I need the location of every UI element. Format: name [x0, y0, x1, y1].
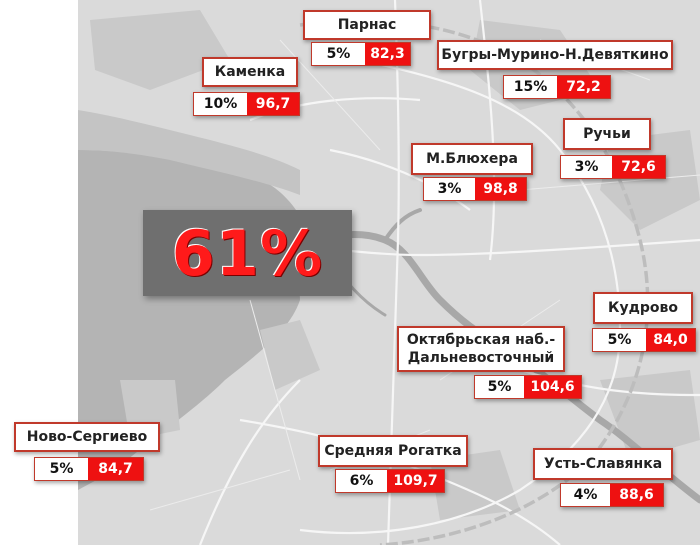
share-value: 3%	[561, 156, 613, 178]
price-value: 109,7	[387, 470, 444, 492]
share-value: 10%	[194, 93, 247, 115]
price-value: 72,6	[612, 156, 665, 178]
stat-parnas: 5% 82,3	[311, 42, 411, 66]
stat-ust-slavyanka: 4% 88,6	[560, 483, 664, 507]
district-label-blyukhera: М.Блюхера	[411, 143, 533, 175]
district-label-ust-slavyanka: Усть-Славянка	[533, 448, 673, 480]
share-value: 4%	[561, 484, 611, 506]
district-label-kamenka: Каменка	[202, 57, 298, 87]
district-label-srednyaya-rogatka: Средняя Рогатка	[318, 435, 468, 467]
price-value: 82,3	[364, 43, 410, 65]
stat-bugry: 15% 72,2	[503, 75, 611, 99]
stat-kamenka: 10% 96,7	[193, 92, 300, 116]
price-value: 88,6	[610, 484, 663, 506]
district-label-oktyabrskaya: Октябрьская наб.- Дальневосточный	[397, 326, 565, 372]
district-label-kudrovo: Кудрово	[593, 292, 693, 324]
stat-srednyaya-rogatka: 6% 109,7	[335, 469, 445, 493]
district-label-parnas: Парнас	[303, 10, 431, 40]
price-value: 72,2	[557, 76, 610, 98]
share-value: 5%	[593, 329, 646, 351]
share-value: 6%	[336, 470, 388, 492]
price-value: 84,7	[88, 458, 143, 480]
share-value: 5%	[35, 458, 89, 480]
stat-oktyabrskaya: 5% 104,6	[474, 375, 582, 399]
district-label-bugry: Бугры-Мурино-Н.Девяткино	[437, 40, 673, 70]
district-label-novo-sergievo: Ново-Сергиево	[14, 422, 160, 452]
stat-ruchyi: 3% 72,6	[560, 155, 666, 179]
price-value: 96,7	[246, 93, 299, 115]
share-value: 15%	[504, 76, 557, 98]
share-value: 5%	[312, 43, 365, 65]
share-value: 5%	[475, 376, 525, 398]
price-value: 84,0	[645, 329, 695, 351]
price-value: 98,8	[475, 178, 526, 200]
share-value: 3%	[424, 178, 475, 200]
stat-kudrovo: 5% 84,0	[592, 328, 696, 352]
headline-percentage: 61%	[171, 216, 324, 290]
district-label-ruchyi: Ручьи	[563, 118, 651, 150]
ring-road	[299, 18, 650, 545]
price-value: 104,6	[524, 376, 581, 398]
headline-percentage-box: 61%	[143, 210, 352, 296]
stat-novo-sergievo: 5% 84,7	[34, 457, 144, 481]
stat-blyukhera: 3% 98,8	[423, 177, 527, 201]
north-water	[78, 110, 300, 195]
